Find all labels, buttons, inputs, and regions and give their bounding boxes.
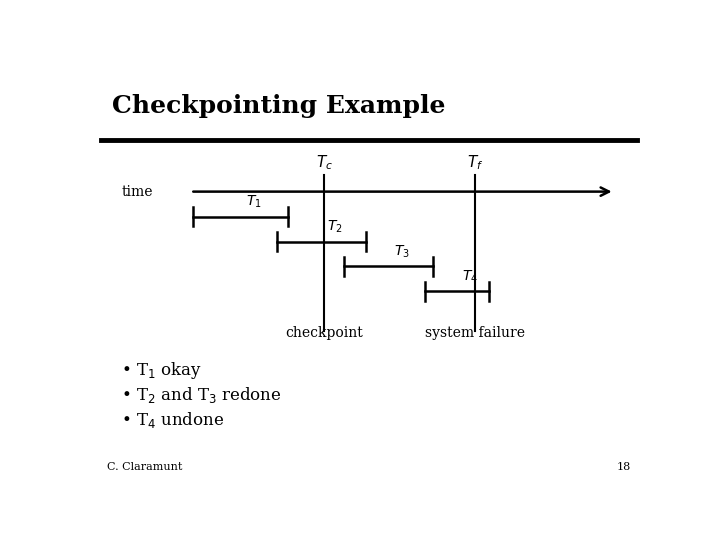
Text: $T_c$: $T_c$ xyxy=(316,153,333,172)
Text: Checkpointing Example: Checkpointing Example xyxy=(112,94,446,118)
Text: • T$_2$ and T$_3$ redone: • T$_2$ and T$_3$ redone xyxy=(121,386,282,406)
Text: $T_3$: $T_3$ xyxy=(394,244,410,260)
Text: 18: 18 xyxy=(617,462,631,472)
Text: $T_f$: $T_f$ xyxy=(467,153,483,172)
Text: C. Claramunt: C. Claramunt xyxy=(107,462,182,472)
Text: • T$_4$ undone: • T$_4$ undone xyxy=(121,410,224,430)
Text: time: time xyxy=(122,185,153,199)
Text: $T_1$: $T_1$ xyxy=(246,194,262,210)
Text: $T_4$: $T_4$ xyxy=(462,269,479,285)
Text: checkpoint: checkpoint xyxy=(286,326,363,340)
Text: • T$_1$ okay: • T$_1$ okay xyxy=(121,360,202,381)
Text: system failure: system failure xyxy=(425,326,525,340)
Text: $T_2$: $T_2$ xyxy=(327,219,343,235)
